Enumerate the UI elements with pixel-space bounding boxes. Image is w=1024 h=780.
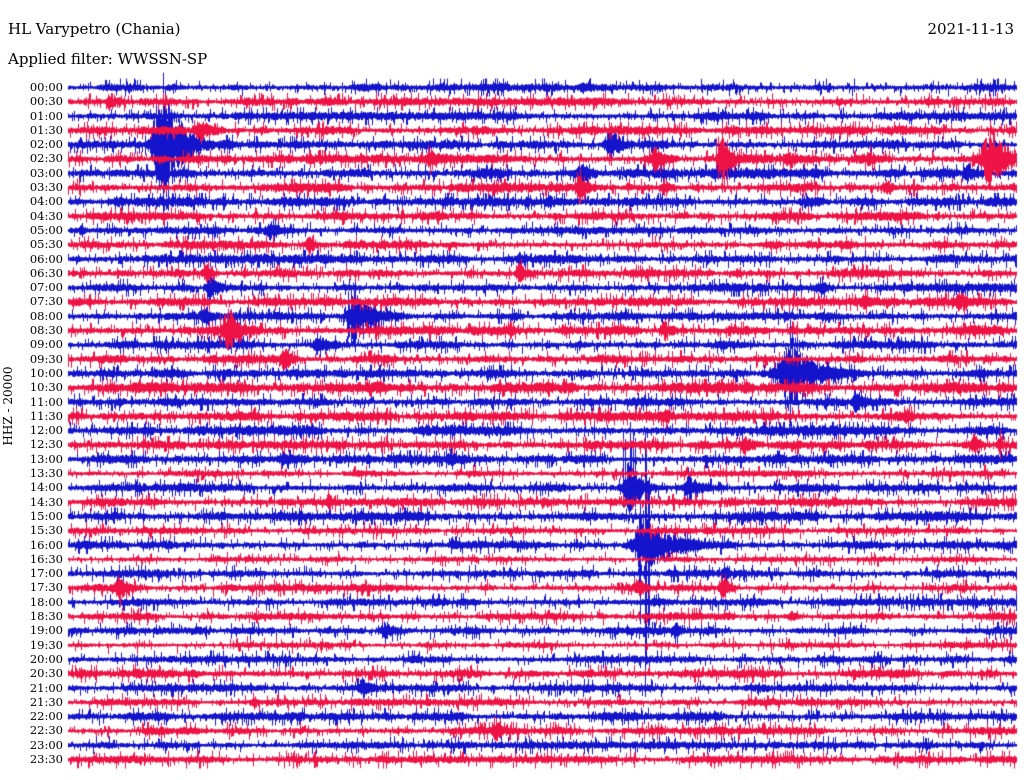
time-label: 01:30: [29, 122, 63, 137]
time-label: 16:00: [29, 537, 63, 552]
time-label: 11:30: [29, 408, 63, 423]
time-label: 02:00: [29, 137, 63, 152]
time-label: 09:30: [29, 351, 63, 366]
channel-scale-label: HHZ - 20000: [1, 366, 15, 446]
time-label: 06:30: [29, 265, 63, 280]
time-label: 00:30: [29, 94, 63, 109]
time-label: 15:00: [29, 508, 63, 523]
time-label: 21:00: [29, 680, 63, 695]
time-label: 14:00: [29, 480, 63, 495]
time-label: 04:00: [29, 194, 63, 209]
time-label: 21:30: [29, 694, 63, 709]
time-label: 02:30: [29, 151, 63, 166]
time-label: 22:30: [29, 723, 63, 738]
time-label: 07:30: [29, 294, 63, 309]
time-label: 19:30: [29, 637, 63, 652]
time-label: 17:00: [29, 566, 63, 581]
time-label: 13:30: [29, 466, 63, 481]
time-label: 04:30: [29, 208, 63, 223]
time-label: 00:00: [29, 80, 63, 94]
time-label: 16:30: [29, 551, 63, 566]
time-label: 10:00: [29, 365, 63, 380]
time-label: 01:00: [29, 108, 63, 123]
time-label: 08:30: [29, 323, 63, 338]
time-label: 14:30: [29, 494, 63, 509]
time-label: 05:00: [29, 222, 63, 237]
time-label: 20:00: [29, 651, 63, 666]
time-label: 15:30: [29, 523, 63, 538]
time-label: 23:00: [29, 737, 63, 752]
time-label: 08:00: [29, 308, 63, 323]
time-label: 07:00: [29, 280, 63, 295]
time-label: 19:00: [29, 623, 63, 638]
time-label: 18:00: [29, 594, 63, 609]
time-label: 09:00: [29, 337, 63, 352]
time-label: 13:00: [29, 451, 63, 466]
time-label: 03:30: [29, 180, 63, 195]
time-label: 06:00: [29, 251, 63, 266]
time-label: 03:00: [29, 165, 63, 180]
time-label: 17:30: [29, 580, 63, 595]
time-label: 18:30: [29, 609, 63, 624]
station-title: HL Varypetro (Chania): [8, 20, 181, 38]
time-label: 22:00: [29, 709, 63, 724]
time-label: 12:00: [29, 423, 63, 438]
time-label: 05:30: [29, 237, 63, 252]
time-label: 12:30: [29, 437, 63, 452]
time-label: 23:30: [29, 752, 63, 766]
filter-label: Applied filter: WWSSN-SP: [8, 50, 208, 68]
date-label: 2021-11-13: [927, 20, 1014, 38]
time-label: 20:30: [29, 666, 63, 681]
time-label: 11:00: [29, 394, 63, 409]
time-label: 10:30: [29, 380, 63, 395]
